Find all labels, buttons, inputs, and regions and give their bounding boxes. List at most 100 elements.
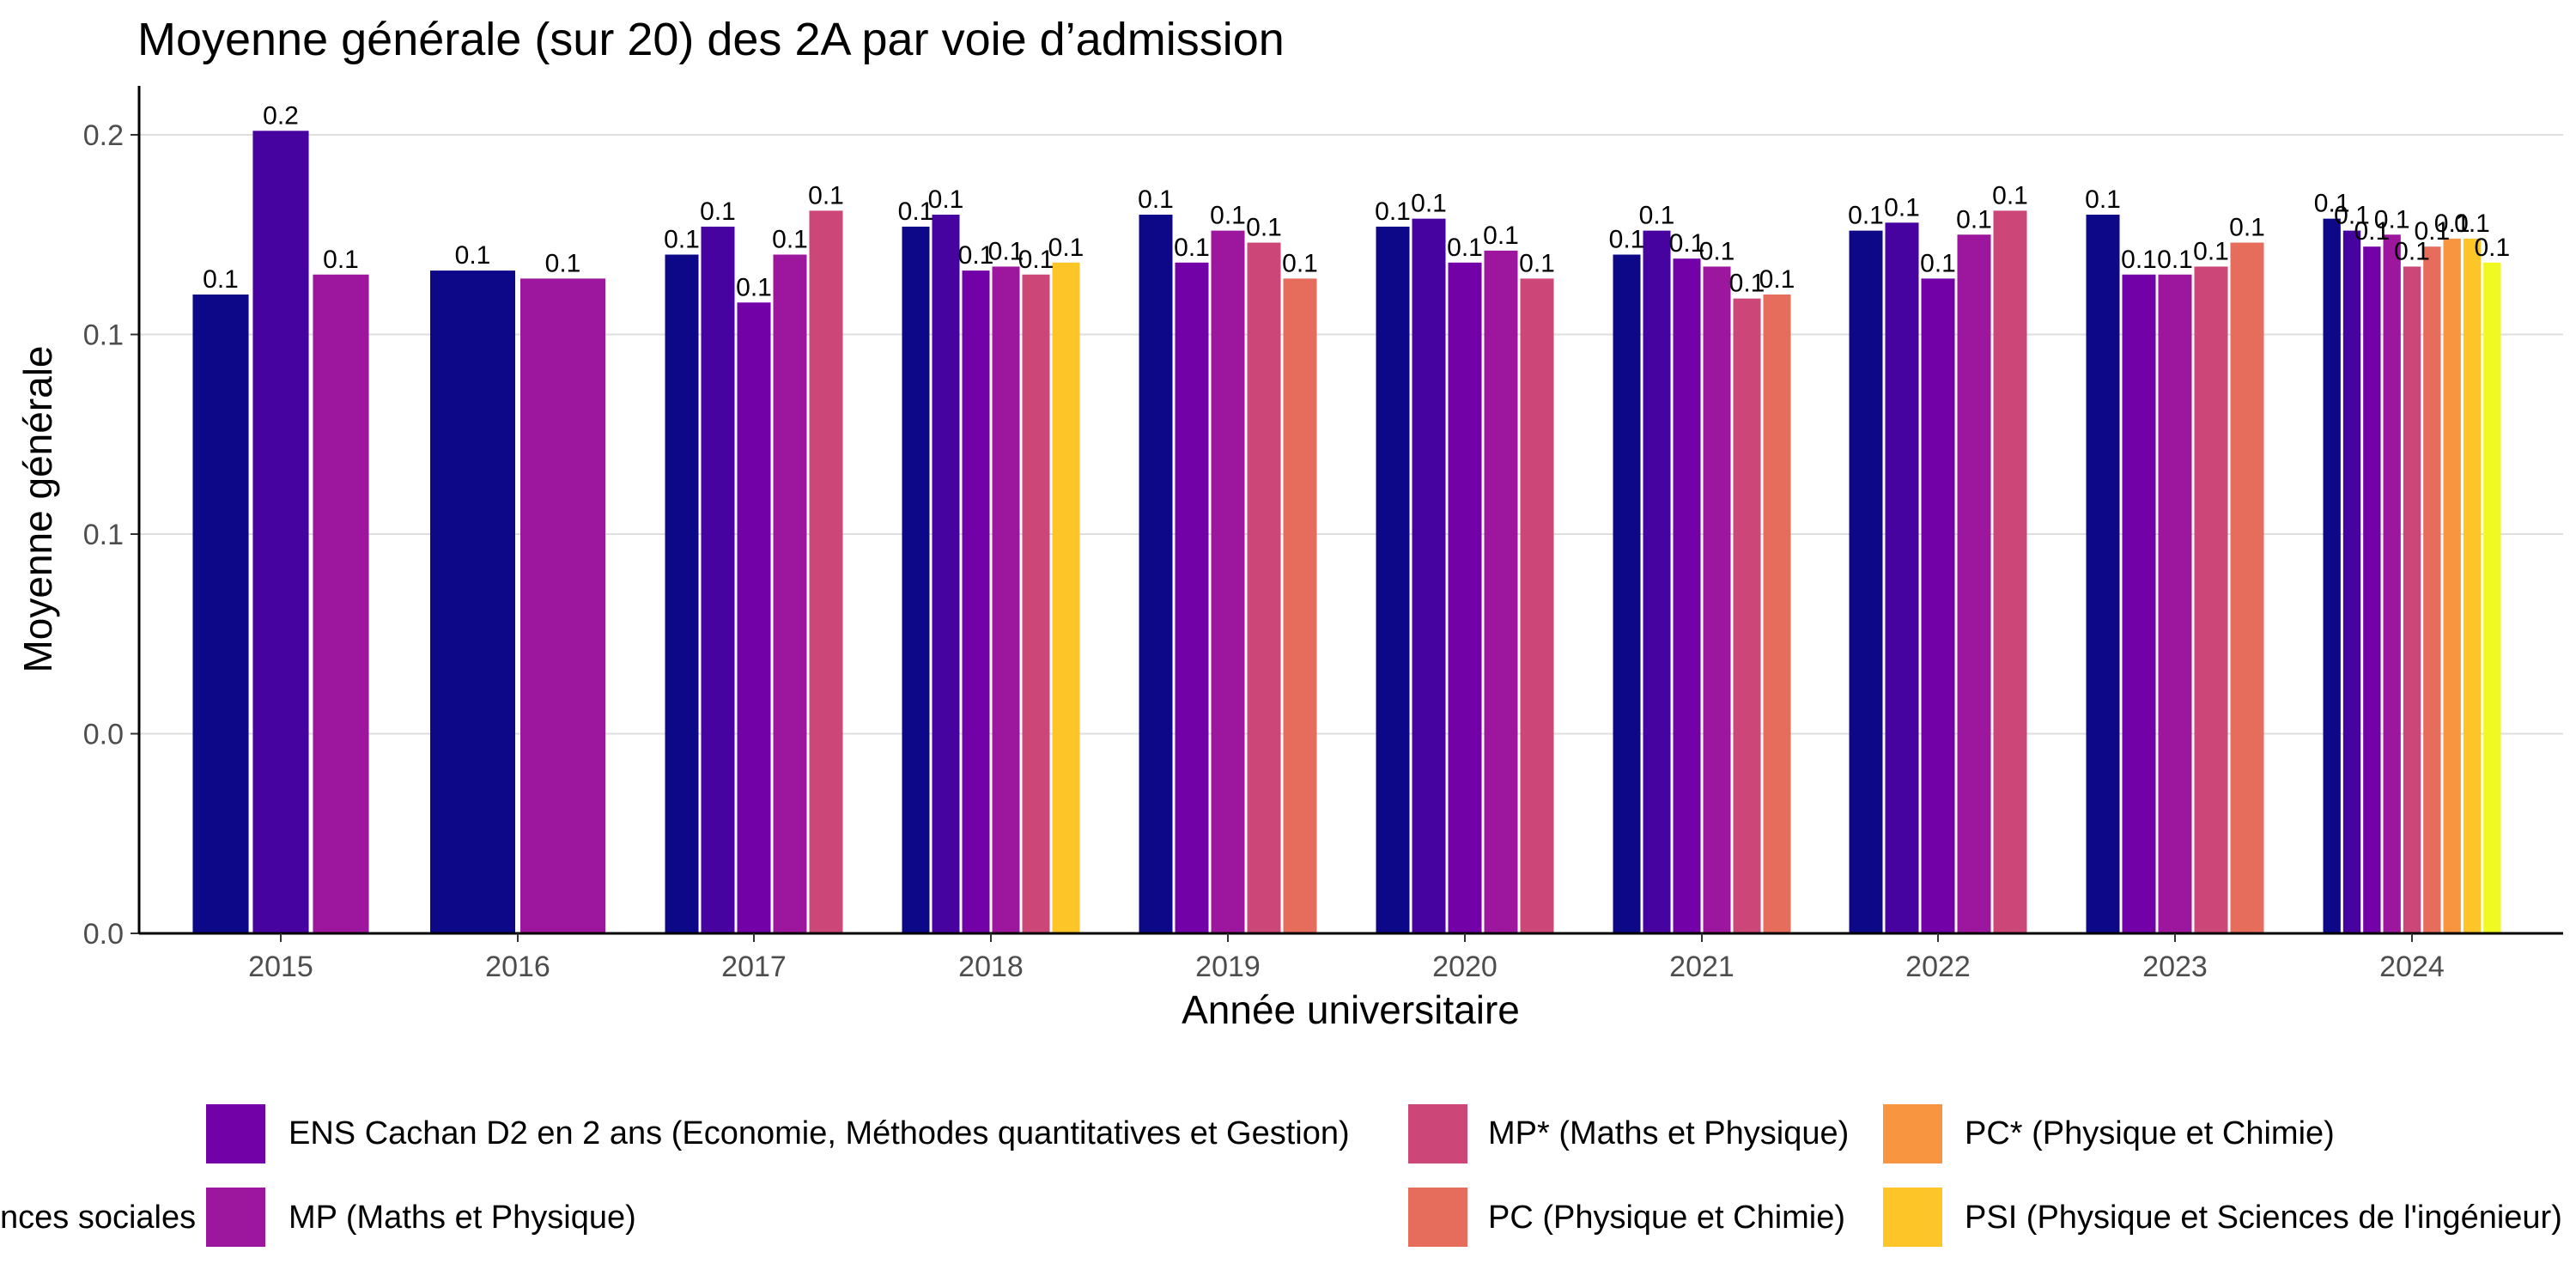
x-tick-label: 2021 (1669, 951, 1735, 983)
bar (2230, 242, 2264, 933)
bar (1703, 266, 1731, 933)
bar-value-label: 0.1 (1483, 222, 1519, 250)
bar (1175, 262, 1209, 933)
bar-value-label: 0.1 (1609, 226, 1645, 254)
bar-value-label: 0.1 (928, 185, 964, 214)
bar (1376, 226, 1410, 933)
bar (2342, 230, 2361, 934)
bar (701, 226, 735, 933)
bar-value-label: 0.1 (1048, 234, 1084, 262)
bar-value-label: 0.1 (2314, 190, 2350, 218)
bar (992, 266, 1020, 933)
bar-value-label: 0.1 (700, 197, 736, 226)
legend-key (1408, 1188, 1467, 1247)
bar (1211, 230, 1245, 934)
legend-label: ENS Cachan D2 en 2 ans (Economie, Méthod… (289, 1115, 1350, 1151)
y-axis-title: Moyenne générale (15, 345, 60, 672)
bar (2194, 266, 2228, 933)
bar-value-label: 0.1 (2354, 217, 2390, 246)
bar (1733, 298, 1761, 933)
bar-value-label: 0.2 (263, 101, 299, 130)
bar (1520, 278, 1554, 933)
x-tick-label: 2015 (248, 951, 313, 983)
bar (1921, 278, 1955, 933)
legend: ENS Cachan D2 en 2 ans (Economie, Méthod… (0, 1104, 2562, 1247)
legend-label: MP* (Maths et Physique) (1488, 1115, 1849, 1151)
chart-title: Moyenne générale (sur 20) des 2A par voi… (137, 14, 1285, 65)
y-tick-label: 0.1 (83, 519, 124, 551)
bar-value-label: 0.1 (2334, 202, 2370, 230)
bar (1448, 262, 1482, 933)
bar (1993, 210, 2027, 934)
bar-value-label: 0.1 (2085, 185, 2121, 214)
bar (1412, 218, 1446, 933)
bar-value-label: 0.1 (1729, 270, 1765, 298)
bar-value-label: 0.1 (1138, 185, 1174, 214)
bar-value-label: 0.1 (1956, 205, 1992, 234)
legend-key (206, 1188, 265, 1247)
bar (773, 254, 807, 933)
y-axis-ticks: 0.0 0.0 0.1 0.1 0.2 (83, 119, 139, 951)
x-tick-label: 2020 (1432, 951, 1498, 983)
bar (430, 270, 515, 934)
bar (252, 131, 309, 934)
bar-value-label: 0.1 (323, 246, 359, 274)
bar (1484, 250, 1518, 934)
bar (737, 302, 771, 933)
bar (1957, 234, 1991, 933)
bar (902, 226, 930, 933)
bar-value-label: 0.1 (808, 181, 844, 210)
bar-value-label: 0.1 (2157, 246, 2193, 274)
bar (2158, 274, 2192, 933)
bar-value-label: 0.1 (736, 273, 772, 301)
legend-key (1408, 1104, 1467, 1163)
bar-value-label: 0.1 (455, 241, 491, 270)
bar (2086, 215, 2120, 933)
bar (1139, 215, 1173, 933)
bar (2122, 274, 2156, 933)
bar-value-label: 0.1 (772, 226, 808, 254)
bar-value-label: 0.1 (1920, 249, 1956, 277)
bar (192, 295, 249, 933)
bar-value-label: 0.1 (2454, 210, 2490, 238)
legend-key (206, 1104, 265, 1163)
bar (1247, 242, 1281, 933)
bar-value-label: 0.1 (1375, 197, 1411, 226)
x-tick-label: 2016 (485, 951, 550, 983)
bar-value-label: 0.1 (988, 237, 1024, 265)
bar-value-label: 0.1 (1669, 229, 1705, 258)
bar (2423, 246, 2441, 933)
legend-key (1883, 1104, 1942, 1163)
bar-value-label: 0.1 (664, 226, 700, 254)
y-tick-label: 0.0 (83, 918, 124, 951)
x-tick-label: 2024 (2379, 951, 2445, 983)
bar-value-label: 0.1 (2229, 214, 2265, 242)
bar (932, 215, 960, 933)
x-tick-label: 2019 (1195, 951, 1261, 983)
bar-value-label: 0.1 (958, 241, 994, 270)
bar-value-label: 0.1 (2434, 210, 2470, 238)
legend-label: PC (Physique et Chimie) (1488, 1200, 1845, 1236)
x-tick-label: 2017 (721, 951, 787, 983)
bar-value-label: 0.1 (203, 265, 239, 294)
bar (1613, 254, 1641, 933)
legend-label: nces sociales (0, 1200, 196, 1236)
bar (1673, 258, 1701, 933)
bar-value-label: 0.1 (1282, 249, 1318, 277)
bar-value-label: 0.1 (1411, 190, 1447, 218)
bar-value-label: 0.1 (2374, 205, 2410, 234)
y-tick-label: 0.0 (83, 719, 124, 751)
bar (2463, 238, 2482, 933)
bar (1052, 262, 1080, 933)
bar (1283, 278, 1317, 933)
legend-label: MP (Maths et Physique) (289, 1200, 636, 1236)
bar (2323, 218, 2341, 933)
bar-value-label: 0.1 (1884, 193, 1920, 222)
bar (809, 210, 843, 934)
bar (1849, 230, 1883, 934)
bar-value-label: 0.1 (2193, 237, 2229, 265)
bar (1885, 222, 1919, 933)
x-tick-label: 2023 (2142, 951, 2208, 983)
bar (2443, 238, 2461, 933)
bar (665, 254, 699, 933)
